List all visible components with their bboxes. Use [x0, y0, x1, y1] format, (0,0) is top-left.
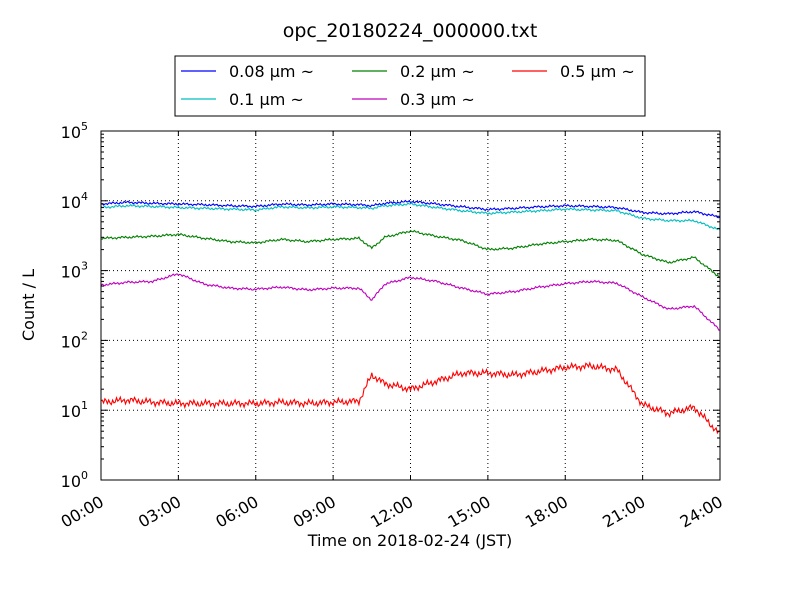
legend-label: 0.5 µm ~ [560, 62, 635, 81]
y-tick-label: 103 [61, 260, 88, 282]
axis-ticks [100, 130, 721, 481]
y-tick-label: 102 [61, 329, 88, 351]
y-tick-label: 104 [61, 190, 88, 212]
legend-label: 0.1 µm ~ [229, 90, 304, 109]
series-line [100, 202, 721, 231]
y-tick-label: 105 [61, 120, 88, 142]
y-axis-label: Count / L [19, 269, 38, 341]
series-line [100, 199, 721, 219]
legend-label: 0.2 µm ~ [400, 62, 475, 81]
chart-title: opc_20180224_000000.txt [283, 20, 538, 42]
y-tick-label: 101 [61, 399, 88, 421]
legend-frame [174, 55, 646, 117]
x-axis-label: Time on 2018-02-24 (JST) [307, 531, 512, 550]
series-line [100, 273, 720, 331]
series-lines [100, 199, 721, 435]
legend: 0.08 µm ~ 0.1 µm ~ 0.2 µm ~ 0.3 µm ~ 0.5 µm … [174, 55, 646, 117]
legend-label: 0.3 µm ~ [400, 90, 475, 109]
series-line [100, 361, 721, 435]
y-tick-labels: 100 101 102 103 104 105 [61, 120, 88, 491]
y-tick-label: 100 [61, 469, 88, 491]
legend-label: 0.08 µm ~ [229, 62, 314, 81]
series-line [100, 229, 721, 279]
